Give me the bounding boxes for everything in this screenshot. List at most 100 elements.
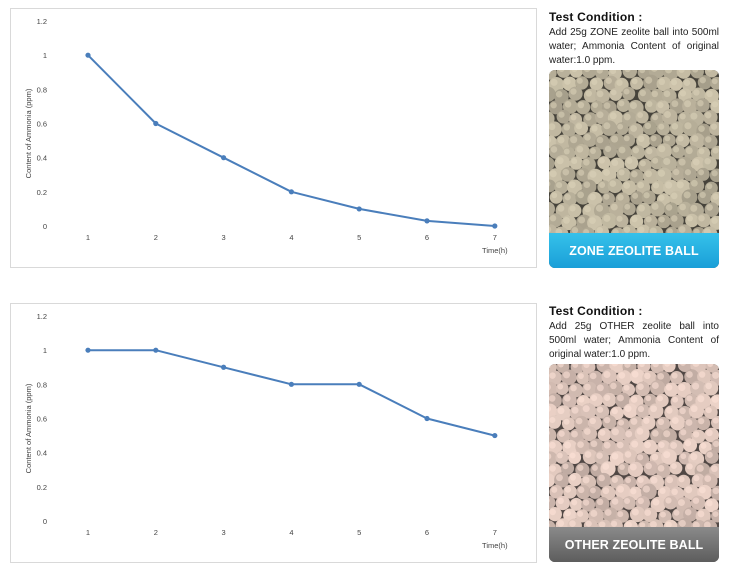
ball-highlight — [683, 191, 691, 199]
ball-highlight — [564, 193, 571, 201]
ball-highlight — [596, 406, 604, 413]
zeolite-ball — [556, 70, 571, 78]
ball-highlight — [632, 192, 639, 199]
y-tick-label: 0 — [43, 517, 47, 526]
ball-highlight — [596, 90, 604, 98]
ball-highlight — [611, 364, 619, 367]
data-point — [424, 218, 430, 224]
ball-highlight — [706, 70, 713, 72]
ammonia-chart-other: 0 0.2 0.4 0.6 0.8 1 1.2 1 2 3 4 5 6 7 Time(h) Content o… — [10, 303, 537, 563]
ball-highlight — [589, 372, 597, 380]
ball-highlight — [549, 384, 551, 391]
ball-highlight — [657, 169, 666, 177]
ball-highlight — [549, 430, 550, 436]
ball-highlight — [631, 216, 638, 223]
ball-highlight — [563, 418, 570, 425]
ball-highlight — [671, 100, 679, 108]
ball-highlight — [692, 382, 700, 390]
ball-highlight — [692, 158, 700, 166]
ball-highlight — [564, 100, 572, 108]
data-point — [288, 381, 294, 387]
ball-highlight — [563, 123, 571, 131]
ball-highlight — [584, 383, 591, 391]
ball-highlight — [637, 454, 644, 461]
ball-highlight — [644, 509, 652, 516]
ball-highlight — [639, 522, 646, 529]
ball-highlight — [569, 452, 576, 459]
ball-highlight — [592, 102, 598, 108]
ball-highlight — [599, 181, 606, 188]
ball-highlight — [603, 122, 611, 130]
ball-highlight — [551, 486, 558, 493]
ball-highlight — [624, 70, 631, 73]
ball-highlight — [584, 451, 592, 458]
ball-highlight — [618, 372, 626, 379]
ball-highlight — [570, 384, 577, 392]
y-tick-label: 0.4 — [37, 449, 47, 458]
line-chart-svg: 0 0.2 0.4 0.6 0.8 1 1.2 1 2 3 4 5 6 7 Time(h) Content o… — [24, 17, 508, 255]
ball-highlight — [596, 70, 603, 74]
ball-highlight — [630, 418, 638, 425]
ball-highlight — [585, 520, 592, 527]
ball-highlight — [645, 76, 653, 84]
ball-highlight — [651, 70, 658, 72]
ball-highlight — [666, 407, 673, 414]
ball-highlight — [609, 112, 617, 120]
ball-highlight — [671, 488, 678, 496]
x-axis-label: Time(h) — [482, 246, 508, 255]
x-tick-label: 7 — [493, 233, 497, 242]
ball-highlight — [698, 215, 705, 222]
series-line — [87, 54, 495, 227]
ball-highlight — [550, 146, 558, 153]
ball-highlight — [564, 395, 571, 402]
ball-highlight — [652, 364, 659, 368]
ball-highlight — [618, 100, 625, 107]
ball-highlight — [679, 90, 687, 97]
ball-highlight — [671, 79, 678, 86]
ball-highlight — [564, 441, 572, 449]
ball-highlight — [582, 476, 590, 484]
data-point — [492, 223, 498, 229]
ball-highlight — [706, 90, 713, 98]
ball-highlight — [589, 417, 596, 425]
ball-highlight — [590, 148, 596, 155]
ball-highlight — [698, 125, 705, 132]
ball-highlight — [577, 441, 584, 448]
ball-highlight — [557, 383, 564, 390]
ball-highlight — [603, 193, 610, 200]
ball-highlight — [690, 204, 698, 212]
ball-highlight — [603, 102, 611, 109]
ball-highlight — [549, 405, 551, 412]
ball-highlight — [611, 476, 618, 483]
ball-highlight — [583, 364, 590, 369]
y-tick-label: 1 — [43, 51, 47, 60]
ball-highlight — [698, 371, 706, 378]
y-tick-label: 0 — [43, 222, 47, 231]
ball-highlight — [692, 497, 700, 504]
data-point — [356, 206, 362, 212]
ball-highlight — [705, 382, 712, 390]
ball-highlight — [590, 509, 598, 517]
ball-highlight — [678, 226, 686, 233]
ball-highlight — [710, 123, 718, 130]
ball-highlight — [676, 181, 684, 189]
ball-highlight — [663, 157, 671, 166]
zeolite-ball — [704, 70, 719, 78]
ball-highlight — [563, 148, 570, 155]
ball-highlight — [637, 405, 645, 413]
data-point — [492, 432, 498, 439]
ball-highlight — [698, 148, 705, 155]
y-axis-label: Content of Ammonia (ppm) — [24, 383, 33, 473]
ball-highlight — [666, 476, 674, 484]
ball-highlight — [582, 405, 590, 413]
ball-highlight — [663, 110, 671, 118]
ball-highlight — [637, 226, 645, 234]
ball-highlight — [712, 371, 719, 379]
ball-highlight — [583, 428, 591, 435]
ball-highlight — [618, 169, 625, 176]
ball-highlight — [678, 70, 685, 73]
ball-highlight — [712, 147, 719, 154]
ball-highlight — [637, 497, 644, 505]
ball-highlight — [665, 70, 673, 74]
ball-highlight — [557, 364, 564, 368]
